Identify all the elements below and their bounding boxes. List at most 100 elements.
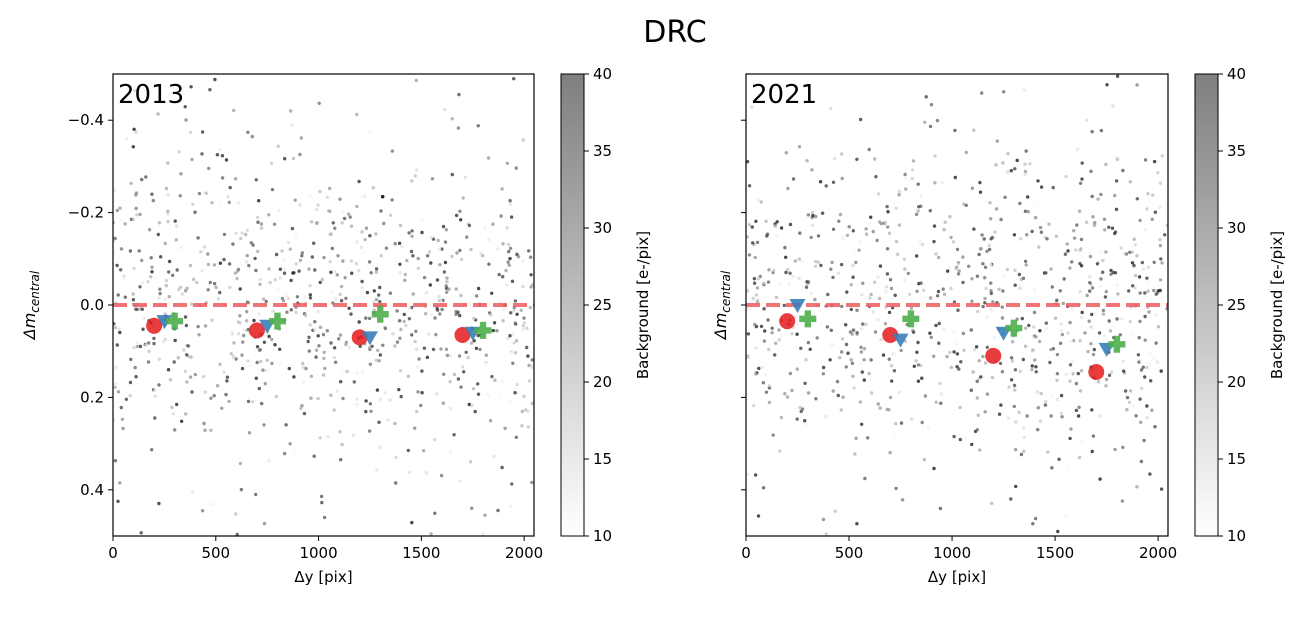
scatter-point — [333, 226, 337, 230]
scatter-point — [470, 506, 474, 510]
scatter-point — [773, 224, 777, 228]
scatter-point — [948, 350, 952, 355]
scatter-point — [441, 224, 446, 229]
scatter-point — [861, 322, 865, 326]
scatter-point — [508, 246, 513, 251]
scatter-point — [964, 203, 968, 207]
scatter-point — [948, 215, 952, 219]
scatter-point — [770, 326, 774, 330]
scatter-point — [499, 214, 503, 218]
scatter-point — [829, 328, 833, 332]
scatter-point — [1002, 90, 1006, 94]
y-tick-label: 0.0 — [80, 296, 104, 314]
scatter-point — [959, 360, 963, 364]
scatter-point — [200, 130, 205, 134]
scatter-point — [146, 280, 150, 284]
scatter-point — [862, 358, 866, 362]
scatter-point — [1025, 233, 1029, 237]
scatter-point — [239, 236, 243, 241]
scatter-point — [1146, 265, 1151, 269]
x-tick-label: 500 — [201, 544, 230, 562]
scatter-point — [282, 451, 287, 456]
scatter-point — [1076, 371, 1081, 376]
scatter-point — [263, 382, 267, 386]
x-tick-label: 1000 — [299, 544, 337, 562]
scatter-point — [415, 409, 419, 414]
scatter-point — [770, 331, 774, 335]
scatter-point — [799, 346, 803, 350]
scatter-point — [1023, 169, 1028, 174]
scatter-point — [239, 360, 243, 364]
scatter-point — [1013, 368, 1018, 372]
scatter-point — [512, 77, 516, 81]
scatter-point — [1136, 353, 1141, 357]
scatter-point — [179, 419, 184, 423]
scatter-point — [174, 238, 178, 242]
scatter-point — [1091, 434, 1096, 438]
scatter-point — [766, 280, 771, 284]
scatter-point — [329, 289, 333, 294]
scatter-point — [1050, 394, 1054, 399]
scatter-point — [237, 332, 241, 336]
scatter-point — [1080, 310, 1084, 315]
scatter-point — [1018, 201, 1022, 206]
scatter-point — [1000, 316, 1005, 320]
scatter-point — [1080, 177, 1084, 181]
scatter-point — [339, 458, 343, 462]
scatter-point — [254, 268, 258, 273]
scatter-point — [302, 411, 307, 416]
scatter-point — [424, 471, 429, 475]
scatter-point — [1079, 237, 1084, 242]
scatter-point — [752, 281, 757, 285]
scatter-point — [1039, 295, 1043, 299]
scatter-point — [378, 353, 383, 357]
scatter-point — [888, 395, 893, 400]
scatter-point — [995, 139, 999, 143]
scatter-point — [244, 232, 248, 237]
scatter-point — [928, 331, 932, 335]
scatter-point — [983, 361, 988, 365]
scatter-point — [121, 426, 125, 431]
scatter-point — [1093, 311, 1097, 315]
scatter-point — [253, 256, 257, 261]
scatter-point — [811, 213, 815, 218]
scatter-point — [522, 316, 526, 320]
scatter-point — [247, 263, 251, 268]
scatter-point — [1130, 261, 1135, 265]
scatter-point — [956, 262, 961, 267]
scatter-point — [269, 161, 274, 166]
scatter-point — [934, 252, 938, 256]
scatter-point — [505, 161, 510, 165]
scatter-point — [530, 102, 534, 106]
scatter-point — [513, 351, 518, 355]
scatter-point — [262, 423, 266, 427]
scatter-point — [989, 263, 993, 267]
scatter-point — [1079, 264, 1084, 268]
scatter-point — [301, 380, 306, 384]
scatter-point — [889, 364, 894, 368]
scatter-point — [388, 291, 393, 295]
scatter-point — [362, 194, 367, 199]
scatter-point — [123, 295, 128, 299]
scatter-point — [844, 365, 848, 369]
scatter-point — [994, 163, 998, 167]
scatter-point — [406, 374, 411, 378]
scatter-point — [333, 360, 338, 364]
scatter-point — [224, 392, 228, 397]
scatter-point — [1098, 414, 1103, 418]
x-tick-label: 1000 — [933, 544, 971, 562]
scatter-point — [893, 433, 897, 437]
scatter-point — [1104, 377, 1109, 382]
scatter-point — [414, 168, 419, 172]
scatter-point — [476, 333, 480, 338]
scatter-point — [254, 376, 258, 380]
scatter-point — [445, 276, 449, 280]
scatter-point — [860, 360, 864, 365]
scatter-point — [1133, 375, 1137, 380]
scatter-point — [163, 337, 168, 341]
scatter-point — [904, 177, 908, 181]
scatter-point — [525, 345, 529, 350]
scatter-point — [1098, 477, 1102, 481]
scatter-point — [910, 168, 915, 172]
scatter-point — [864, 232, 869, 236]
